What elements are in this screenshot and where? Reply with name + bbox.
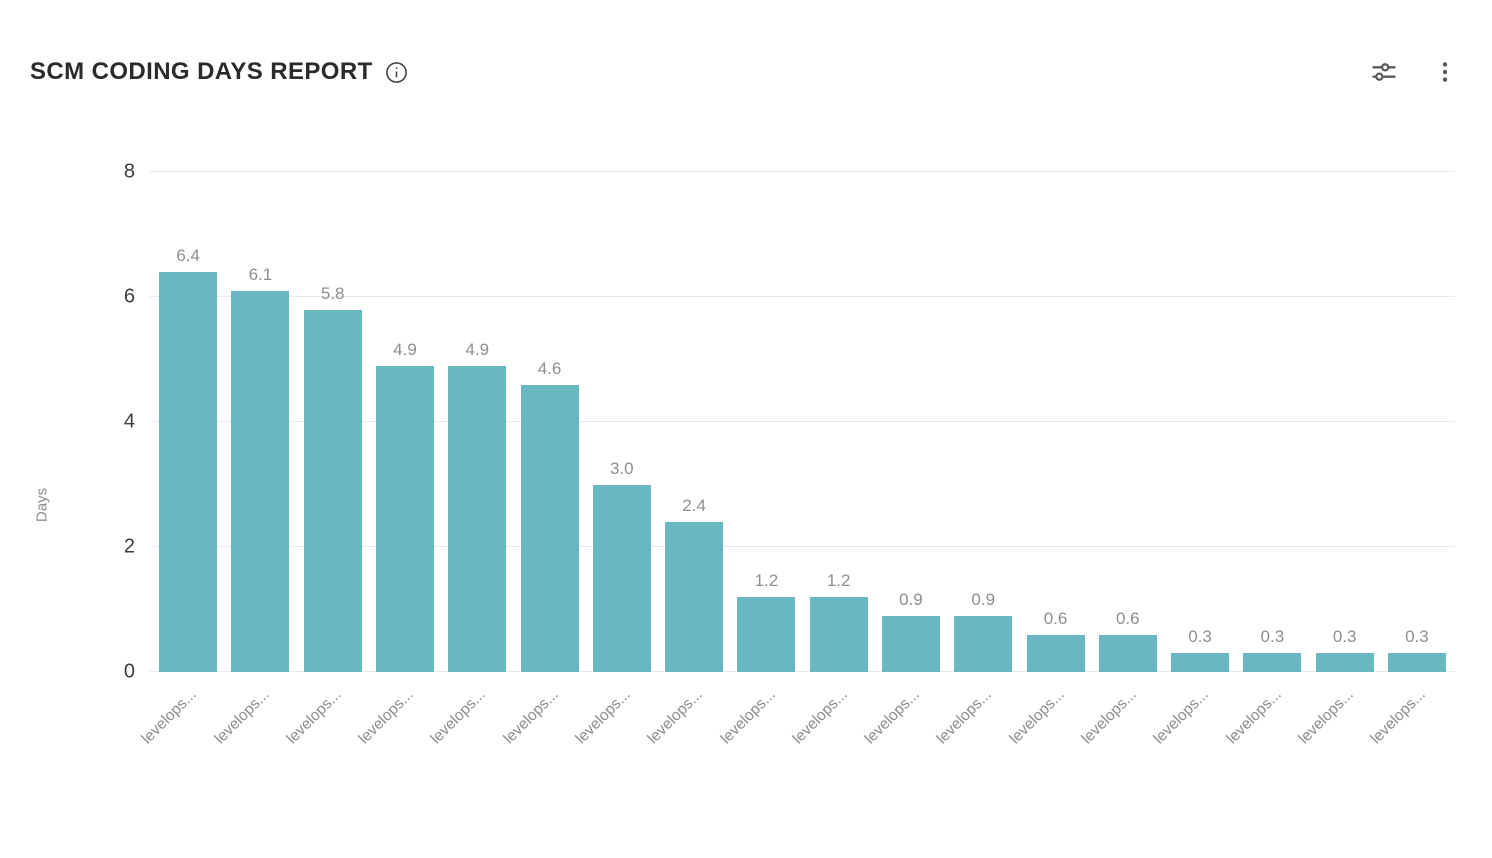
bar-slot: 6.1 (224, 172, 296, 672)
bar-value-label: 3.0 (610, 458, 634, 478)
bar-slot: 0.6 (1019, 172, 1091, 672)
gridline (150, 171, 1455, 172)
bar-value-label: 2.4 (682, 496, 706, 515)
bar-value-label: 0.3 (1405, 627, 1429, 647)
x-axis-slot: levelops... (500, 672, 585, 837)
bar-value-label: 0.3 (1188, 627, 1212, 647)
bar-value-label: 4.9 (393, 339, 417, 359)
info-icon[interactable] (385, 61, 408, 84)
page-title: SCM CODING DAYS REPORT (30, 58, 373, 85)
bar-slot: 3.0 (586, 172, 658, 672)
bar-slot: 6.4 (152, 172, 224, 672)
bar-value-label: 5.8 (320, 283, 345, 303)
gridline (150, 546, 1455, 547)
x-axis-slot: levelops... (862, 672, 947, 837)
x-axis-slot: levelops... (1368, 672, 1453, 837)
bar-slot: 1.2 (730, 172, 802, 672)
x-axis-slot: levelops... (934, 672, 1019, 837)
bar-value-label: 4.6 (537, 358, 562, 378)
bar-slot: 4.9 (369, 172, 441, 672)
x-axis: levelops... levelops... levelops... levelop… (139, 672, 1455, 837)
x-axis-slot: levelops... (1078, 672, 1164, 837)
kebab-menu-icon[interactable] (1432, 59, 1458, 85)
bar-slot: 0.6 (1092, 172, 1164, 672)
bar[interactable] (1387, 653, 1446, 672)
bar-value-label: 1.2 (826, 571, 851, 590)
bar-value-label: 1.2 (754, 571, 779, 590)
bar-slot: 5.8 (297, 172, 369, 672)
bar[interactable] (1243, 653, 1302, 672)
y-axis-title: Days (33, 487, 51, 522)
bar[interactable] (1315, 653, 1374, 672)
x-axis-tick-label[interactable]: levelops... (138, 686, 201, 748)
gridline (150, 671, 1455, 672)
x-axis-slot: levelops... (789, 672, 875, 837)
bar-value-label: 6.1 (248, 264, 273, 284)
x-axis-slot: levelops... (572, 672, 658, 837)
bar-slot: 0.9 (947, 172, 1019, 672)
gridline (150, 296, 1455, 297)
x-axis-slot: levelops... (717, 672, 802, 837)
bar[interactable] (1026, 634, 1085, 672)
bar-slot: 0.9 (875, 172, 947, 672)
x-axis-slot: levelops... (139, 672, 224, 837)
x-axis-slot: levelops... (1151, 672, 1236, 837)
bar[interactable] (809, 597, 868, 672)
bar-value-label: 0.3 (1332, 627, 1357, 647)
x-axis-slot: levelops... (645, 672, 730, 837)
bar[interactable] (954, 615, 1013, 672)
bar-value-label: 0.9 (971, 589, 996, 609)
bar-slot: 0.3 (1381, 172, 1453, 672)
bar-slot: 0.3 (1164, 172, 1236, 672)
gridline (150, 421, 1455, 422)
bar-value-label: 0.6 (1115, 608, 1140, 628)
x-axis-slot: levelops... (283, 672, 369, 837)
bar[interactable] (520, 384, 579, 672)
x-axis-slot: levelops... (428, 672, 513, 837)
bar[interactable] (737, 597, 796, 672)
bar-slot: 4.9 (441, 172, 513, 672)
bar[interactable] (231, 290, 290, 672)
bar[interactable] (665, 522, 724, 672)
bar[interactable] (159, 272, 218, 672)
bar[interactable] (592, 484, 651, 672)
report-header: SCM CODING DAYS REPORT (0, 0, 1492, 100)
x-axis-slot: levelops... (356, 672, 441, 837)
bar-value-label: 6.4 (176, 246, 200, 265)
y-axis-tick-label: 0 (123, 660, 135, 683)
x-axis-slot: levelops... (1295, 672, 1381, 837)
x-axis-slot: levelops... (211, 672, 296, 837)
header-actions (1370, 58, 1458, 86)
x-axis-slot: levelops... (1223, 672, 1308, 837)
bar[interactable] (303, 309, 362, 672)
filter-sliders-icon[interactable] (1370, 58, 1398, 86)
bar[interactable] (881, 615, 940, 672)
y-axis-tick-label: 4 (123, 410, 135, 433)
bar-value-label: 4.9 (465, 339, 490, 359)
bar[interactable] (1171, 653, 1230, 672)
y-axis-tick-label: 8 (123, 160, 135, 183)
bar-value-label: 0.9 (899, 589, 923, 609)
plot-area: 0 2 4 6 8 6.4 6.1 5.8 4.9 4.9 4.6 3.0 2.4 1.2 1.2 0.9 0… (124, 161, 1455, 683)
bar-series: 6.4 6.1 5.8 4.9 4.9 4.6 3.0 2.4 1.2 1.2 0.9 0.9 0.6 0… (150, 172, 1455, 672)
bar[interactable] (375, 365, 434, 672)
bar-chart: Days 0 2 4 6 8 6.4 6.1 5.8 4.9 4.9 4.6 3.0 2.4 1.2 1.… (34, 161, 1455, 837)
bar-slot: 2.4 (658, 172, 730, 672)
bar-slot: 0.3 (1236, 172, 1308, 672)
bar[interactable] (1098, 634, 1157, 672)
bar-slot: 1.2 (803, 172, 875, 672)
y-axis-tick-label: 2 (123, 535, 135, 558)
bar[interactable] (448, 365, 507, 672)
bar-slot: 0.3 (1309, 172, 1381, 672)
y-axis-tick-label: 6 (123, 285, 135, 308)
x-axis-slot: levelops... (1006, 672, 1091, 837)
bar-slot: 4.6 (513, 172, 585, 672)
bar-value-label: 0.3 (1260, 627, 1285, 647)
bar-value-label: 0.6 (1043, 608, 1068, 628)
